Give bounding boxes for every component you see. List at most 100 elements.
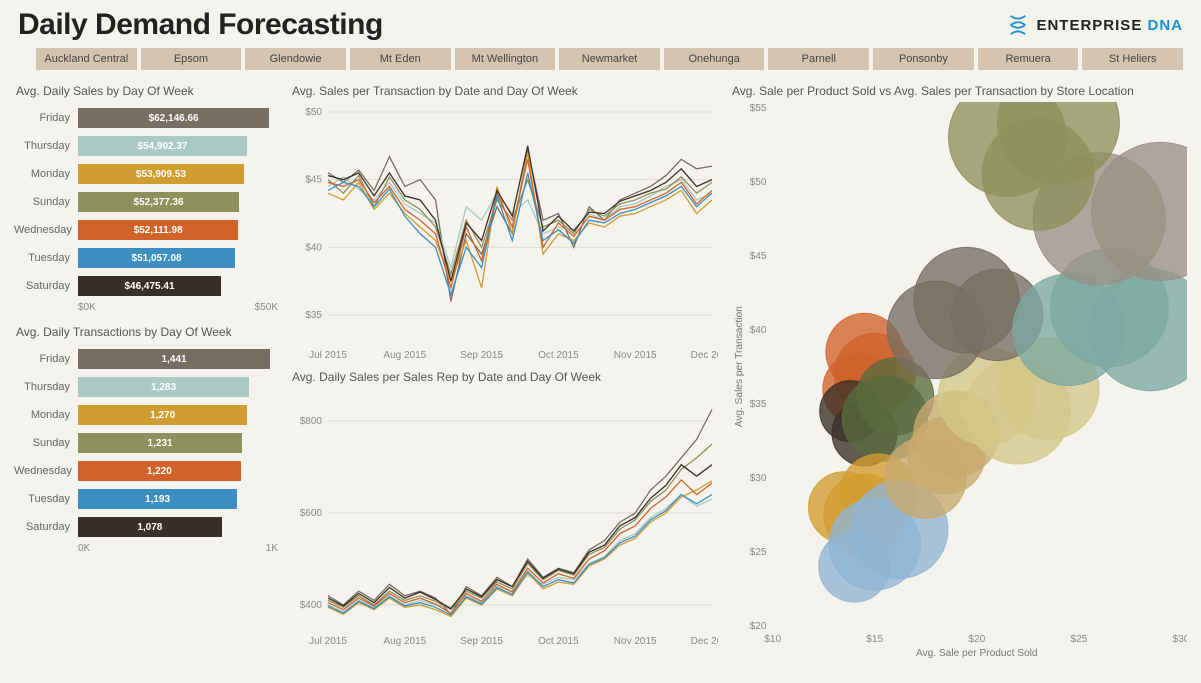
filter-remuera[interactable]: Remuera — [978, 48, 1079, 70]
bar-row[interactable]: Saturday 1,078 — [14, 515, 278, 539]
bar-value: 1,193 — [145, 494, 170, 505]
bar-row[interactable]: Sunday 1,231 — [14, 431, 278, 455]
svg-text:Jul 2015: Jul 2015 — [309, 636, 347, 647]
svg-text:$20: $20 — [750, 621, 767, 632]
bar-label: Thursday — [14, 140, 78, 152]
filter-glendowie[interactable]: Glendowie — [245, 48, 346, 70]
bar-row[interactable]: Thursday 1,283 — [14, 375, 278, 399]
svg-text:$35: $35 — [305, 310, 322, 321]
sales-per-tx-line-chart[interactable]: $35$40$45$50Jul 2015Aug 2015Sep 2015Oct … — [290, 106, 718, 364]
svg-text:$800: $800 — [300, 416, 323, 427]
bar-fill: $52,377.36 — [78, 192, 239, 212]
sales-per-rep-line-chart[interactable]: $400$600$800Jul 2015Aug 2015Sep 2015Oct … — [290, 392, 718, 650]
filter-mt-wellington[interactable]: Mt Wellington — [455, 48, 556, 70]
bar-value: $51,057.08 — [132, 253, 182, 264]
bar-label: Saturday — [14, 521, 78, 533]
bar-label: Wednesday — [14, 465, 78, 477]
bar-fill: 1,231 — [78, 433, 242, 453]
svg-text:Avg. Sales per Transaction: Avg. Sales per Transaction — [734, 306, 745, 427]
brand-logo: ENTERPRISE DNA — [1006, 14, 1183, 36]
svg-text:$15: $15 — [866, 634, 883, 645]
bar-axis: 0K1K — [14, 543, 278, 554]
bar-value: $62,146.66 — [149, 113, 199, 124]
page-title: Daily Demand Forecasting — [18, 8, 383, 42]
svg-text:$45: $45 — [750, 251, 767, 262]
bar-fill: 1,078 — [78, 517, 222, 537]
bar-value: 1,283 — [151, 382, 176, 393]
svg-text:Aug 2015: Aug 2015 — [383, 350, 426, 361]
bar-fill: $46,475.41 — [78, 276, 221, 296]
bubble-title: Avg. Sale per Product Sold vs Avg. Sales… — [732, 84, 1187, 98]
bar-row[interactable]: Monday$53,909.53 — [14, 162, 278, 186]
bar-row[interactable]: Wednesday 1,220 — [14, 459, 278, 483]
location-filter-row: Auckland CentralEpsomGlendowieMt EdenMt … — [0, 48, 1201, 78]
svg-text:Oct 2015: Oct 2015 — [538, 350, 579, 361]
svg-text:$55: $55 — [750, 103, 767, 114]
bar-fill: $62,146.66 — [78, 108, 269, 128]
svg-text:Dec 2015: Dec 2015 — [691, 636, 718, 647]
filter-onehunga[interactable]: Onehunga — [664, 48, 765, 70]
bar-value: 1,220 — [147, 466, 172, 477]
svg-text:$50: $50 — [750, 177, 767, 188]
svg-text:Sep 2015: Sep 2015 — [460, 636, 503, 647]
svg-text:$50: $50 — [305, 107, 322, 118]
svg-text:$20: $20 — [968, 634, 985, 645]
bar-value: $46,475.41 — [124, 281, 174, 292]
bar-fill: $52,111.98 — [78, 220, 238, 240]
bar-fill: 1,270 — [78, 405, 247, 425]
svg-text:$40: $40 — [750, 325, 767, 336]
sales-by-dow-title: Avg. Daily Sales by Day Of Week — [16, 84, 278, 98]
bar-value: $53,909.53 — [136, 169, 186, 180]
bar-axis: $0K$50K — [14, 302, 278, 313]
svg-text:Oct 2015: Oct 2015 — [538, 636, 579, 647]
sales-by-dow-chart[interactable]: Friday $62,146.66 Thursday $54,902.37 Monday… — [14, 106, 278, 313]
bar-fill: $54,902.37 — [78, 136, 247, 156]
bar-row[interactable]: Tuesday 1,193 — [14, 487, 278, 511]
tx-by-dow-title: Avg. Daily Transactions by Day Of Week — [16, 325, 278, 339]
tx-by-dow-chart[interactable]: Friday1,441 Thursday 1,283 Monday 1,270 Sunda… — [14, 347, 278, 554]
bar-row[interactable]: Saturday $46,475.41 — [14, 274, 278, 298]
bar-row[interactable]: Sunday$52,377.36 — [14, 190, 278, 214]
bar-label: Friday — [14, 112, 78, 124]
svg-text:$40: $40 — [305, 242, 322, 253]
bar-value: 1,270 — [150, 410, 175, 421]
bar-label: Tuesday — [14, 252, 78, 264]
filter-newmarket[interactable]: Newmarket — [559, 48, 660, 70]
bar-value: 1,078 — [137, 522, 162, 533]
svg-text:Nov 2015: Nov 2015 — [614, 636, 657, 647]
logo-text: ENTERPRISE DNA — [1036, 17, 1183, 34]
bar-value: $54,902.37 — [137, 141, 187, 152]
bar-value: 1,231 — [148, 438, 173, 449]
bar-row[interactable]: Tuesday $51,057.08 — [14, 246, 278, 270]
bar-row[interactable]: Wednesday$52,111.98 — [14, 218, 278, 242]
filter-mt-eden[interactable]: Mt Eden — [350, 48, 451, 70]
filter-st-heliers[interactable]: St Heliers — [1082, 48, 1183, 70]
bar-label: Tuesday — [14, 493, 78, 505]
svg-text:$400: $400 — [300, 600, 323, 611]
bar-value: 1,441 — [162, 354, 187, 365]
svg-text:Dec 2015: Dec 2015 — [691, 350, 718, 361]
svg-text:$10: $10 — [764, 634, 781, 645]
bar-fill: 1,220 — [78, 461, 241, 481]
filter-epsom[interactable]: Epsom — [141, 48, 242, 70]
svg-text:Nov 2015: Nov 2015 — [614, 350, 657, 361]
bar-label: Saturday — [14, 280, 78, 292]
line2-title: Avg. Daily Sales per Sales Rep by Date a… — [292, 370, 718, 384]
bar-fill: $51,057.08 — [78, 248, 235, 268]
bar-label: Thursday — [14, 381, 78, 393]
bar-label: Monday — [14, 409, 78, 421]
bar-row[interactable]: Friday1,441 — [14, 347, 278, 371]
bar-row[interactable]: Monday 1,270 — [14, 403, 278, 427]
bubble-chart[interactable]: $20$25$30$35$40$45$50$55$10$15$20$25$30A… — [730, 102, 1187, 662]
bar-label: Sunday — [14, 437, 78, 449]
bar-fill: 1,441 — [78, 349, 270, 369]
bar-label: Wednesday — [14, 224, 78, 236]
svg-text:$45: $45 — [305, 175, 322, 186]
bar-row[interactable]: Friday $62,146.66 — [14, 106, 278, 130]
svg-text:$25: $25 — [1070, 634, 1087, 645]
filter-ponsonby[interactable]: Ponsonby — [873, 48, 974, 70]
svg-text:$30: $30 — [750, 473, 767, 484]
filter-parnell[interactable]: Parnell — [768, 48, 869, 70]
filter-auckland-central[interactable]: Auckland Central — [36, 48, 137, 70]
bar-row[interactable]: Thursday $54,902.37 — [14, 134, 278, 158]
